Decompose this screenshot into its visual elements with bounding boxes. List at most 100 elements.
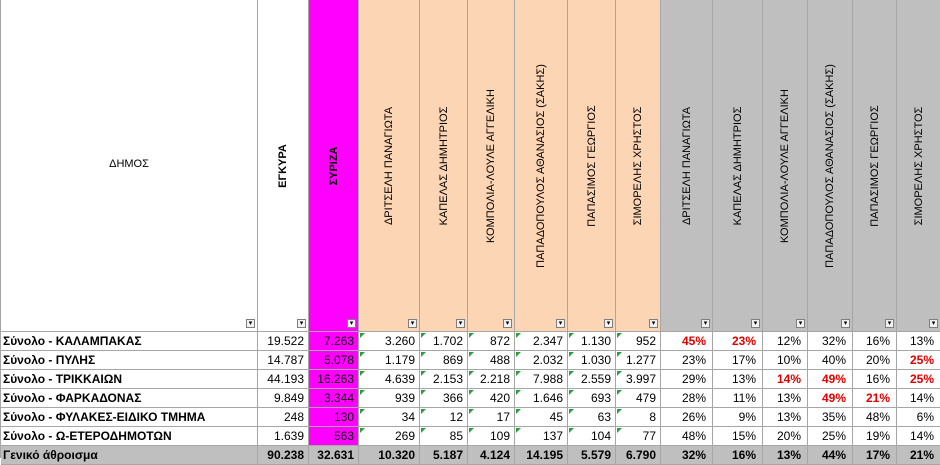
table-cell[interactable]: 9% <box>713 408 763 427</box>
row-label-cell[interactable]: Σύνολο - ΤΡΙΚΚΑΙΩΝ <box>1 370 258 389</box>
table-cell[interactable]: 12% <box>763 332 808 351</box>
table-cell[interactable]: 19.522 <box>258 332 309 351</box>
table-cell[interactable]: 16.263 <box>309 370 359 389</box>
table-cell[interactable]: 1.277 <box>616 351 661 370</box>
table-cell[interactable]: 63 <box>568 408 616 427</box>
column-header[interactable]: ΔΗΜΟΣ <box>1 0 258 332</box>
table-cell[interactable]: 13% <box>763 389 808 408</box>
column-header[interactable]: ΚΟΜΠΟΛΙΑ-ΛΟΥΛΕ ΑΓΓΕΛΙΚΗ <box>763 0 808 332</box>
column-header[interactable]: ΣΙΜΟΡΕΛΗΣ ΧΡΗΣΤΟΣ <box>897 0 940 332</box>
table-cell[interactable]: 109 <box>468 427 515 446</box>
column-header-filter-dropdown-icon[interactable] <box>556 319 565 328</box>
column-header[interactable]: ΚΑΠΕΛΑΣ ΔΗΜΗΤΡΙΟΣ <box>420 0 468 332</box>
total-cell[interactable]: 32.631 <box>309 446 359 465</box>
column-header[interactable]: ΔΡΙΤΣΕΛΗ ΠΑΝΑΓΙΩΤΑ <box>359 0 420 332</box>
table-cell[interactable]: 104 <box>568 427 616 446</box>
column-header[interactable]: ΚΑΠΕΛΑΣ ΔΗΜΗΤΡΙΟΣ <box>713 0 763 332</box>
column-header[interactable]: ΠΑΠΑΔΟΠΟΥΛΟΣ ΑΘΑΝΑΣΙΟΣ (ΣΑΚΗΣ) <box>515 0 568 332</box>
table-cell[interactable]: 2.347 <box>515 332 568 351</box>
table-cell[interactable]: 8 <box>616 408 661 427</box>
table-cell[interactable]: 45 <box>515 408 568 427</box>
column-header[interactable]: ΣΥΡΙΖΑ <box>309 0 359 332</box>
row-label-cell[interactable]: Σύνολο - ΚΑΛΑΜΠΑΚΑΣ <box>1 332 258 351</box>
table-cell[interactable]: 23% <box>661 351 713 370</box>
table-cell[interactable]: 563 <box>309 427 359 446</box>
column-header-filter-dropdown-icon[interactable] <box>604 319 613 328</box>
table-cell[interactable]: 77 <box>616 427 661 446</box>
table-cell[interactable]: 15% <box>713 427 763 446</box>
table-cell[interactable]: 10% <box>763 351 808 370</box>
table-cell[interactable]: 939 <box>359 389 420 408</box>
table-cell[interactable]: 1.639 <box>258 427 309 446</box>
column-header[interactable]: ΔΡΙΤΣΕΛΗ ΠΑΝΑΓΙΩΤΑ <box>661 0 713 332</box>
total-cell[interactable]: 5.187 <box>420 446 468 465</box>
column-header-filter-dropdown-icon[interactable] <box>885 319 894 328</box>
table-cell[interactable]: 1.702 <box>420 332 468 351</box>
column-header-filter-dropdown-icon[interactable] <box>456 319 465 328</box>
table-cell[interactable]: 13% <box>763 408 808 427</box>
table-cell[interactable]: 1.179 <box>359 351 420 370</box>
table-cell[interactable]: 40% <box>808 351 853 370</box>
total-cell[interactable]: 4.124 <box>468 446 515 465</box>
total-cell[interactable]: 6.790 <box>616 446 661 465</box>
table-cell[interactable]: 14.787 <box>258 351 309 370</box>
table-cell[interactable]: 26% <box>661 408 713 427</box>
table-cell[interactable]: 25% <box>897 351 940 370</box>
table-cell[interactable]: 13% <box>713 370 763 389</box>
table-cell[interactable]: 29% <box>661 370 713 389</box>
table-cell[interactable]: 366 <box>420 389 468 408</box>
table-cell[interactable]: 952 <box>616 332 661 351</box>
column-header-filter-dropdown-icon[interactable] <box>751 319 760 328</box>
table-cell[interactable]: 45% <box>661 332 713 351</box>
table-cell[interactable]: 14% <box>763 370 808 389</box>
table-cell[interactable]: 3.997 <box>616 370 661 389</box>
table-cell[interactable]: 35% <box>808 408 853 427</box>
table-cell[interactable]: 25% <box>808 427 853 446</box>
table-cell[interactable]: 7.988 <box>515 370 568 389</box>
table-cell[interactable]: 34 <box>359 408 420 427</box>
table-cell[interactable]: 2.032 <box>515 351 568 370</box>
table-cell[interactable]: 49% <box>808 389 853 408</box>
table-cell[interactable]: 4.639 <box>359 370 420 389</box>
table-cell[interactable]: 17% <box>713 351 763 370</box>
table-cell[interactable]: 25% <box>897 370 940 389</box>
row-label-cell[interactable]: Σύνολο - ΦΑΡΚΑΔΟΝΑΣ <box>1 389 258 408</box>
column-header[interactable]: ΚΟΜΠΟΛΙΑ-ΛΟΥΛΕ ΑΓΓΕΛΙΚΗ <box>468 0 515 332</box>
total-cell[interactable]: Γενικό άθροισμα <box>1 446 258 465</box>
table-cell[interactable]: 1.030 <box>568 351 616 370</box>
column-header[interactable]: ΕΓΚΥΡΑ <box>258 0 309 332</box>
table-cell[interactable]: 17 <box>468 408 515 427</box>
column-header-filter-dropdown-icon[interactable] <box>503 319 512 328</box>
table-cell[interactable]: 3.260 <box>359 332 420 351</box>
table-cell[interactable]: 7.263 <box>309 332 359 351</box>
total-cell[interactable]: 16% <box>713 446 763 465</box>
table-cell[interactable]: 14% <box>897 389 940 408</box>
table-cell[interactable]: 14% <box>897 427 940 446</box>
column-header[interactable]: ΠΑΠΑΔΟΠΟΥΛΟΣ ΑΘΑΝΑΣΙΟΣ (ΣΑΚΗΣ) <box>808 0 853 332</box>
table-cell[interactable]: 2.218 <box>468 370 515 389</box>
table-cell[interactable]: 479 <box>616 389 661 408</box>
table-cell[interactable]: 20% <box>853 351 897 370</box>
column-header-filter-dropdown-icon[interactable] <box>408 319 417 328</box>
column-header[interactable]: ΠΑΠΑΣΙΜΟΣ ΓΕΩΡΓΙΟΣ <box>853 0 897 332</box>
total-cell[interactable]: 21% <box>897 446 940 465</box>
table-cell[interactable]: 9.849 <box>258 389 309 408</box>
row-label-cell[interactable]: Σύνολο - ΠΥΛΗΣ <box>1 351 258 370</box>
total-cell[interactable]: 17% <box>853 446 897 465</box>
column-header-filter-dropdown-icon[interactable] <box>297 319 306 328</box>
total-cell[interactable]: 10.320 <box>359 446 420 465</box>
table-cell[interactable]: 85 <box>420 427 468 446</box>
table-cell[interactable]: 12 <box>420 408 468 427</box>
column-header[interactable]: ΣΙΜΟΡΕΛΗΣ ΧΡΗΣΤΟΣ <box>616 0 661 332</box>
column-header-filter-dropdown-icon[interactable] <box>841 319 850 328</box>
column-header-filter-dropdown-icon[interactable] <box>929 319 938 328</box>
table-cell[interactable]: 6% <box>897 408 940 427</box>
table-cell[interactable]: 19% <box>853 427 897 446</box>
table-cell[interactable]: 2.153 <box>420 370 468 389</box>
table-cell[interactable]: 869 <box>420 351 468 370</box>
table-cell[interactable]: 1.130 <box>568 332 616 351</box>
table-cell[interactable]: 248 <box>258 408 309 427</box>
column-header-filter-dropdown-icon[interactable] <box>701 319 710 328</box>
column-header-filter-dropdown-icon[interactable] <box>649 319 658 328</box>
total-cell[interactable]: 90.238 <box>258 446 309 465</box>
